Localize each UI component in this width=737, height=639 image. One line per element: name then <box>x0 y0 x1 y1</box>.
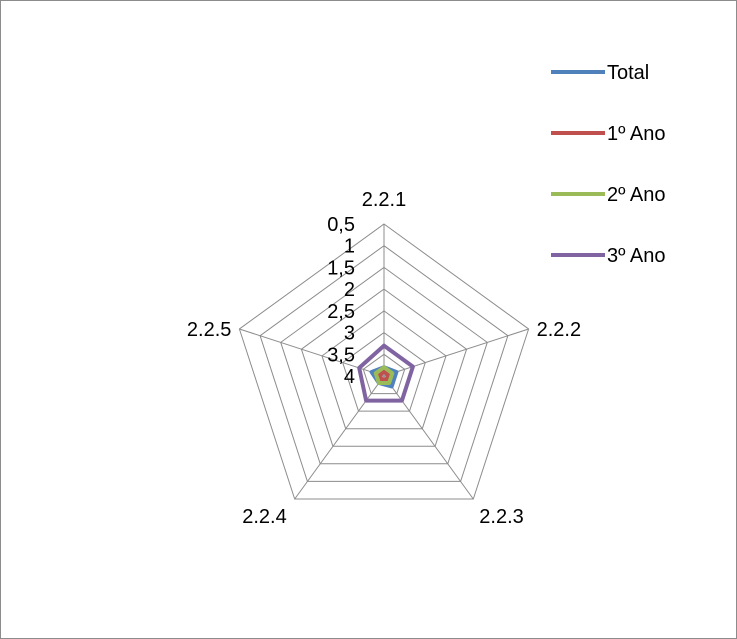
legend-label: Total <box>607 62 649 84</box>
radar-spoke <box>294 375 385 500</box>
tick-label: 4 <box>344 366 355 388</box>
radar-spokes <box>239 224 529 500</box>
radar-spoke <box>239 328 385 377</box>
radar-category-labels: 2.2.1 2.2.2 2.2.3 2.2.4 2.2.5 <box>187 189 581 528</box>
grid-ring <box>280 266 488 465</box>
radar-spoke <box>383 375 474 500</box>
legend-label: 2º Ano <box>607 184 665 206</box>
radar-tick-labels: 0,511,522,533,54 <box>327 214 355 388</box>
grid-ring <box>362 353 406 395</box>
grid-ring <box>238 223 530 500</box>
legend: Total 1º Ano 2º Ano 3º Ano <box>551 62 665 267</box>
legend-label: 1º Ano <box>607 123 665 145</box>
tick-label: 3 <box>344 323 355 345</box>
tick-label: 1 <box>344 236 355 258</box>
grid-ring <box>342 331 426 412</box>
grid-ring <box>259 245 509 482</box>
grid-ring <box>300 288 468 447</box>
radar-series <box>357 343 415 403</box>
tick-label: 2 <box>344 279 355 301</box>
series-line-2 <box>373 365 395 385</box>
tick-label: 0,5 <box>327 214 355 236</box>
series-line-3 <box>357 343 415 403</box>
tick-label: 2,5 <box>327 301 355 323</box>
category-label: 2.2.4 <box>242 506 286 528</box>
series-line-1 <box>377 369 391 382</box>
tick-label: 3,5 <box>327 344 355 366</box>
tick-label: 1,5 <box>327 257 355 279</box>
radar-spoke <box>383 328 529 377</box>
grid-ring <box>321 310 447 430</box>
category-label: 2.2.2 <box>537 319 581 341</box>
legend-label: 3º Ano <box>607 245 665 267</box>
radar-grid <box>238 223 530 500</box>
category-label: 2.2.1 <box>362 189 406 211</box>
category-label: 2.2.5 <box>187 319 231 341</box>
category-label: 2.2.3 <box>479 506 523 528</box>
